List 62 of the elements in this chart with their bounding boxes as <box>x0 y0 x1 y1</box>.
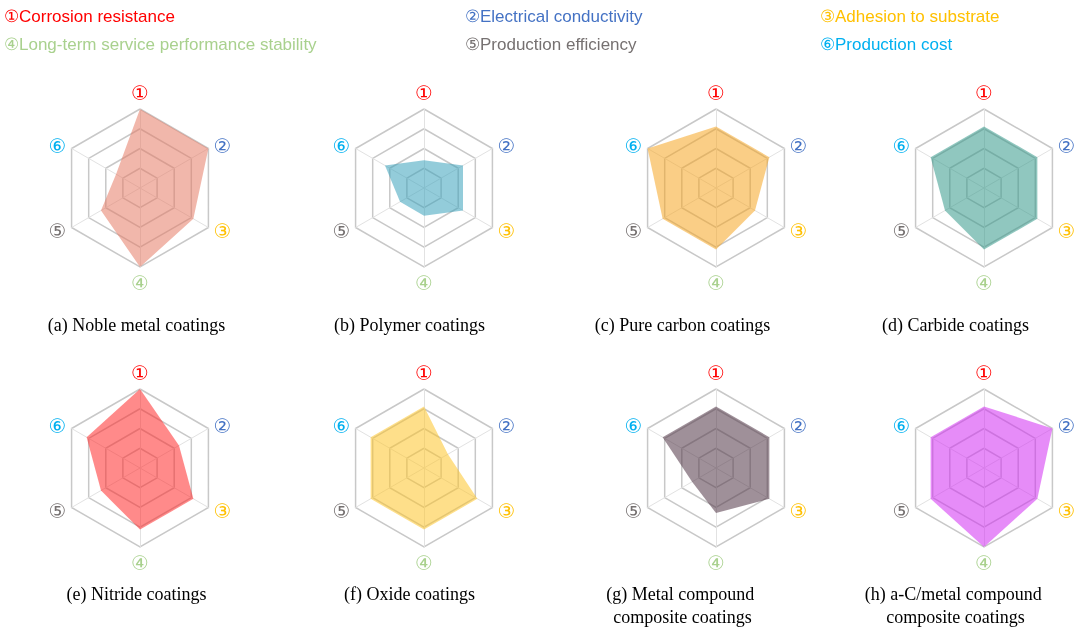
spoke-label: ② <box>789 133 808 158</box>
spoke-label: ③ <box>1057 218 1076 243</box>
spoke-label: ② <box>1057 133 1076 158</box>
spoke-label: ④ <box>707 271 725 295</box>
spoke-label: ⑤ <box>48 498 67 523</box>
spoke-label: ① <box>975 361 993 385</box>
spoke-label: ③ <box>497 498 516 523</box>
spoke-label: ② <box>497 133 516 158</box>
spoke-label: ② <box>1057 413 1076 438</box>
spoke-label: ④ <box>975 271 993 295</box>
text: ⑥Production cost <box>820 34 953 55</box>
spoke-label: ⑥ <box>624 133 643 158</box>
spoke-label: ① <box>415 81 433 105</box>
text: (h) a-C/metal compound composite coatings <box>864 583 1047 627</box>
spoke-label: ④ <box>707 551 725 575</box>
text: (c) Pure carbon coatings <box>594 314 771 336</box>
spoke-label: ② <box>213 413 232 438</box>
spoke-label: ① <box>975 81 993 105</box>
text: (a) Noble metal coatings <box>47 314 226 336</box>
text: (e) Nitride coatings <box>66 583 207 605</box>
spoke-label: ⑥ <box>48 413 67 438</box>
spoke-label: ⑤ <box>48 218 67 243</box>
spoke-label: ⑥ <box>892 133 911 158</box>
spoke-label: ① <box>131 361 149 385</box>
spoke-label: ⑤ <box>332 498 351 523</box>
spoke-label: ① <box>707 81 725 105</box>
text: ④Long-term service performance stability <box>4 34 317 55</box>
spoke-label: ④ <box>415 551 433 575</box>
spoke-label: ① <box>131 81 149 105</box>
spoke-label: ⑤ <box>892 218 911 243</box>
spoke-label: ③ <box>789 218 808 243</box>
spoke-label: ④ <box>131 271 149 295</box>
text: ⑤Production efficiency <box>465 34 637 55</box>
spoke-label: ⑤ <box>892 498 911 523</box>
text: (f) Oxide coatings <box>344 583 475 605</box>
spoke-label: ⑥ <box>332 133 351 158</box>
spoke-label: ④ <box>975 551 993 575</box>
spoke-label: ① <box>707 361 725 385</box>
text: (b) Polymer coatings <box>334 314 485 336</box>
spoke-label: ⑥ <box>892 413 911 438</box>
text: (d) Carbide coatings <box>882 314 1029 336</box>
spoke-label: ④ <box>415 271 433 295</box>
spoke-label: ② <box>497 413 516 438</box>
spoke-label: ⑥ <box>624 413 643 438</box>
spoke-label: ① <box>415 361 433 385</box>
spoke-label: ④ <box>131 551 149 575</box>
spoke-label: ② <box>213 133 232 158</box>
spoke-label: ③ <box>789 498 808 523</box>
text: (g) Metal compound composite coatings <box>606 583 759 627</box>
spoke-label: ③ <box>497 218 516 243</box>
text: ①Corrosion resistance <box>4 6 175 27</box>
spoke-label: ③ <box>1057 498 1076 523</box>
spoke-label: ② <box>789 413 808 438</box>
spoke-label: ③ <box>213 218 232 243</box>
text: ②Electrical conductivity <box>465 6 643 27</box>
spoke-label: ⑥ <box>332 413 351 438</box>
spoke-label: ⑥ <box>48 133 67 158</box>
spoke-label: ⑤ <box>624 498 643 523</box>
spoke-label: ⑤ <box>624 218 643 243</box>
spoke-label: ③ <box>213 498 232 523</box>
spoke-label: ⑤ <box>332 218 351 243</box>
text: ③Adhesion to substrate <box>820 6 1000 27</box>
